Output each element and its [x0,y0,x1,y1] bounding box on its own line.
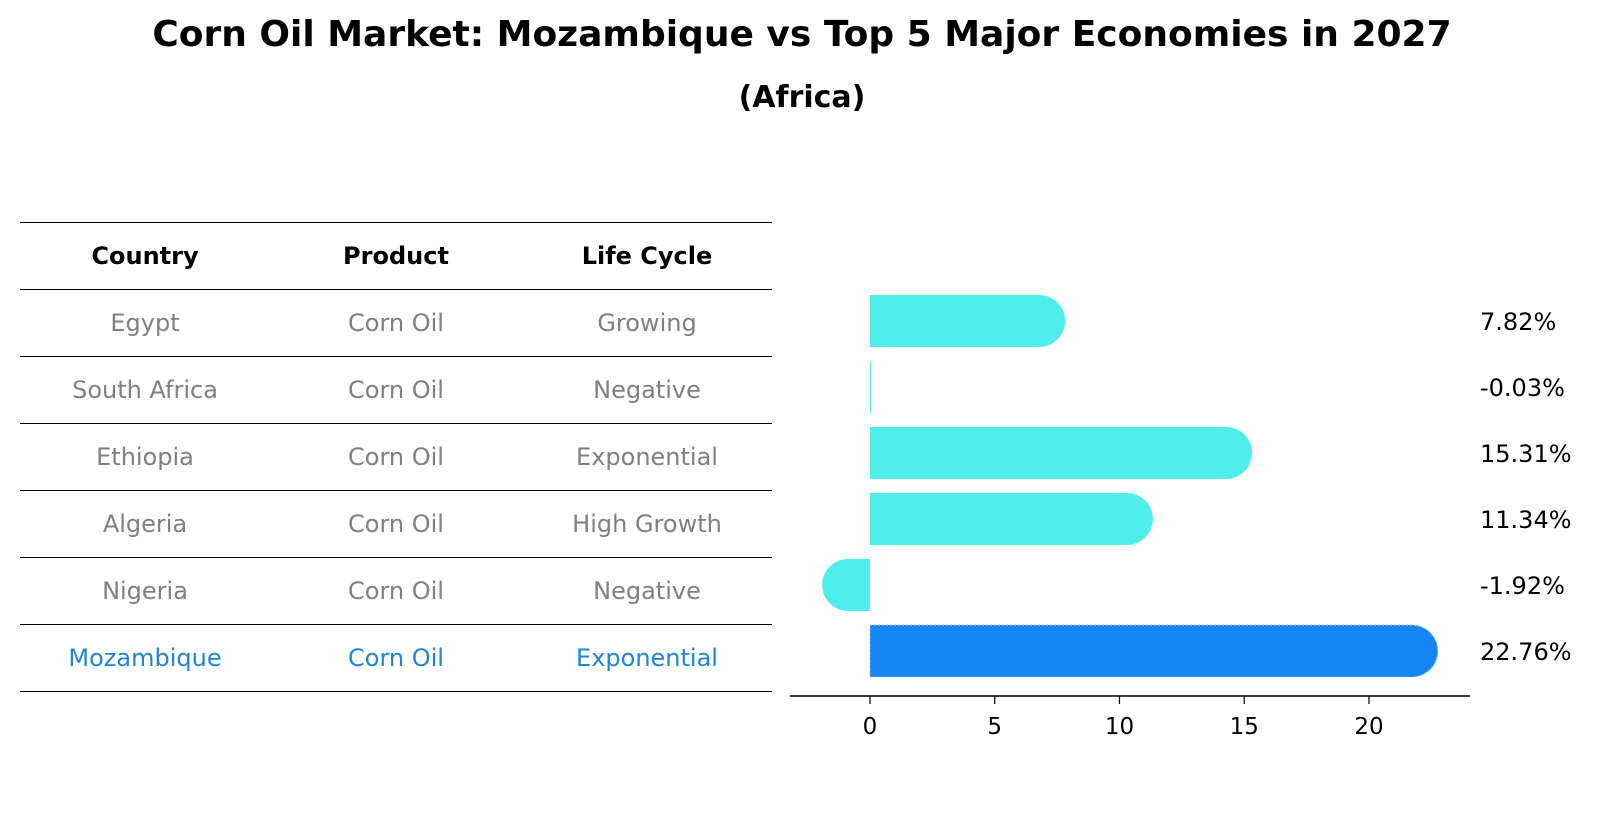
cell-product: Corn Oil [348,309,444,337]
x-tick-label: 20 [1354,714,1383,740]
cell-life-cycle: Negative [593,577,701,605]
table-header-row: Country Product Life Cycle [20,223,772,290]
bar [870,361,871,413]
bar-value-label: -0.03% [1480,374,1565,402]
header-product: Product [343,242,449,270]
table-row: South Africa Corn Oil Negative [20,357,772,424]
cell-country: Algeria [102,510,188,538]
bar-highlighted [869,624,1439,678]
table-row: Algeria Corn Oil High Growth [20,491,772,558]
cell-country: Ethiopia [96,443,194,471]
table-row: Nigeria Corn Oil Negative [20,558,772,625]
bar [870,493,1153,545]
table-row-highlighted: Mozambique Corn Oil Exponential [20,625,772,692]
bar-value-label: 11.34% [1480,506,1572,534]
cell-country: Egypt [110,309,180,337]
cell-product: Corn Oil [348,577,444,605]
bar [870,427,1252,479]
chart-subtitle: (Africa) [738,80,866,115]
cell-life-cycle: Growing [597,309,697,337]
x-tick-label: 5 [987,714,1002,740]
cell-life-cycle: Exponential [576,644,718,672]
cell-country: South Africa [72,376,218,404]
table-row: Ethiopia Corn Oil Exponential [20,424,772,491]
bar-value-label: 22.76% [1480,638,1572,666]
cell-life-cycle: High Growth [572,510,722,538]
x-tick-label: 0 [863,714,878,740]
header-life-cycle: Life Cycle [581,242,713,270]
table-row: Egypt Corn Oil Growing [20,290,772,357]
cell-country: Nigeria [102,577,188,605]
bar-value-label: -1.92% [1480,572,1565,600]
bar [870,295,1066,347]
bar [822,559,870,611]
x-tick-label: 10 [1105,714,1134,740]
x-tick-label: 15 [1230,714,1259,740]
cell-product: Corn Oil [348,644,444,672]
chart-title: Corn Oil Market: Mozambique vs Top 5 Maj… [152,14,1452,55]
cell-life-cycle: Negative [593,376,701,404]
cell-life-cycle: Exponential [576,443,718,471]
bar-value-label: 7.82% [1480,308,1556,336]
country-table: Country Product Life Cycle Egypt Corn Oi… [20,222,772,692]
cell-country: Mozambique [68,644,222,672]
cell-product: Corn Oil [348,510,444,538]
header-country: Country [91,242,199,270]
bar-value-label: 15.31% [1480,440,1572,468]
cell-product: Corn Oil [348,443,444,471]
cell-product: Corn Oil [348,376,444,404]
